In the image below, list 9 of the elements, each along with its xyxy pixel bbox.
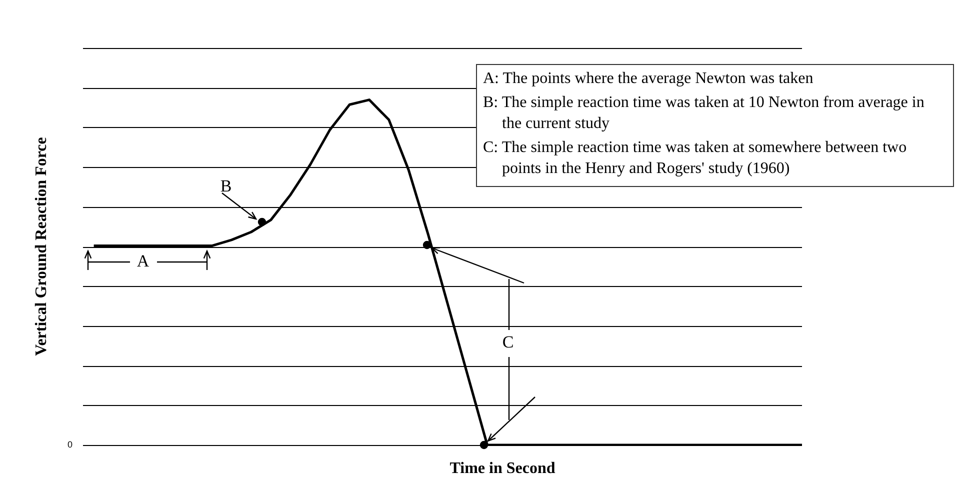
annotation: A bbox=[136, 251, 150, 270]
annotation: B bbox=[220, 176, 232, 196]
text: 0 bbox=[67, 439, 73, 450]
annotation: C bbox=[502, 332, 514, 352]
y-axis-title: Vertical Ground Reaction Force bbox=[33, 137, 50, 356]
annotation: C: The simple reaction time was taken at somewhere between two points in the Henry and Rogers' study (1960) bbox=[483, 138, 908, 179]
x-axis-title: Time in Second bbox=[450, 460, 556, 478]
annotation: B: The simple reaction time was taken at 10 Newton from average in the current study bbox=[483, 93, 926, 134]
text: A: The points where the average Newton was taken bbox=[483, 69, 814, 89]
